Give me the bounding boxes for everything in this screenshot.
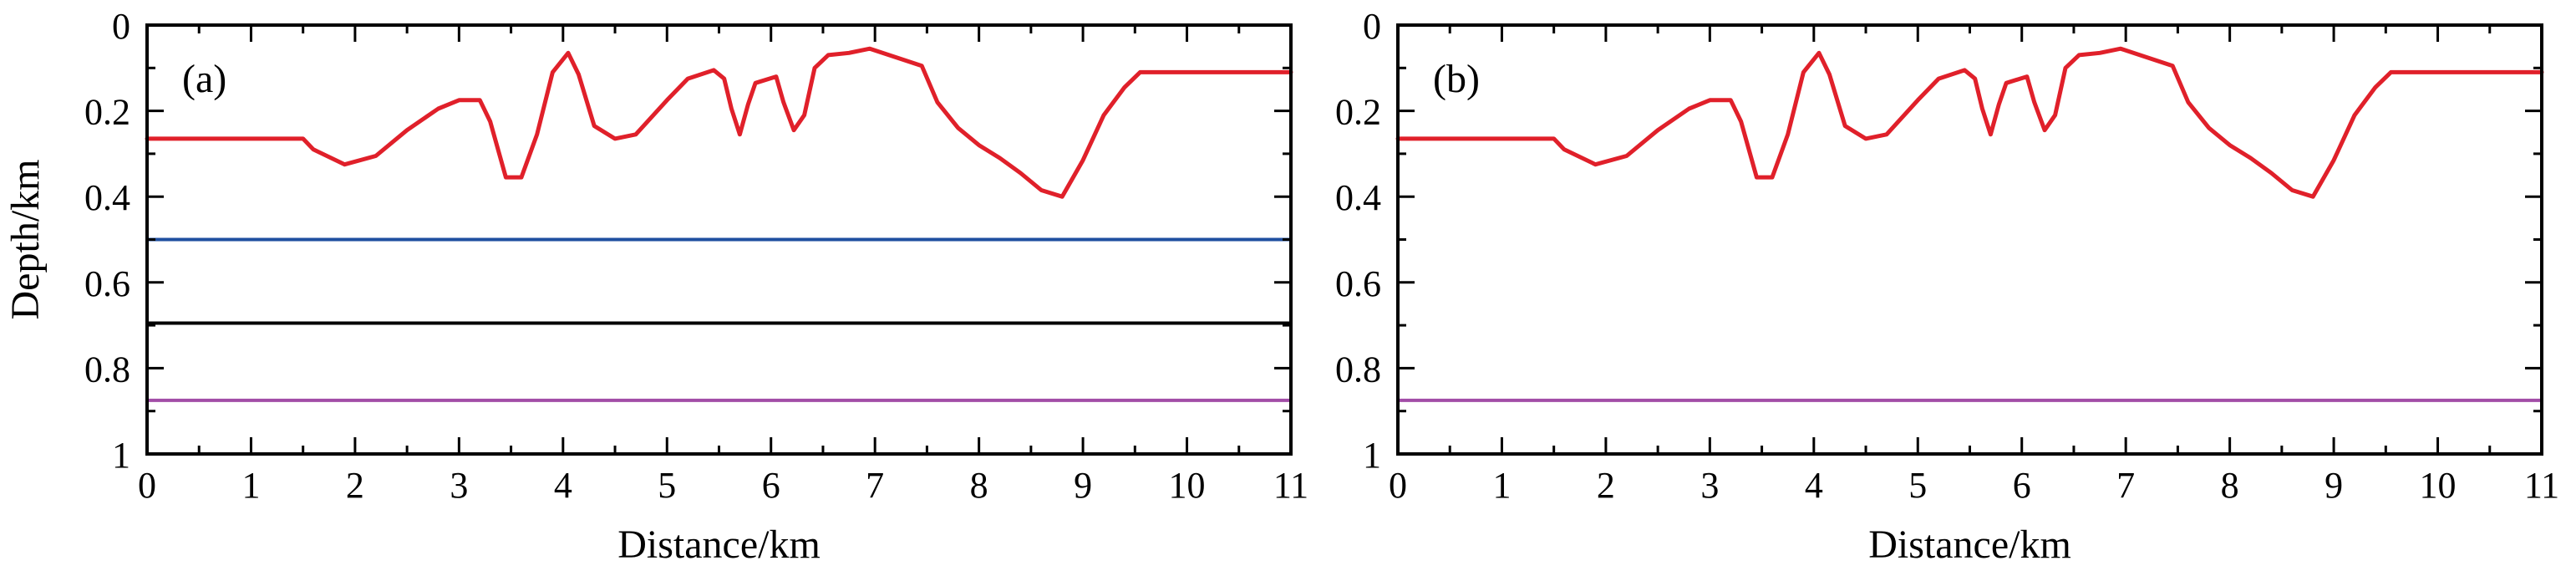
x-tick-label: 10 — [2420, 465, 2457, 506]
y-tick-label: 0.2 — [1335, 92, 1381, 133]
y-tick-label: 0 — [112, 6, 130, 47]
y-tick-label: 1 — [112, 435, 130, 476]
panel-label: (b) — [1433, 57, 1480, 101]
y-tick-label: 0.8 — [1335, 349, 1381, 390]
x-tick-label: 5 — [658, 465, 676, 506]
y-tick-label: 0.4 — [1335, 177, 1381, 218]
plot-frame — [1396, 23, 2543, 456]
x-tick-label: 11 — [1273, 465, 1308, 506]
panel-b: 0 1 2 3 4 5 6 7 8 9 10 1100.20.40.60.81(b)Distance/… — [1335, 6, 2559, 567]
x-tick-label: 1 — [1492, 465, 1511, 506]
x-tick-label: 1 — [241, 465, 260, 506]
y-tick-label: 0.6 — [1335, 263, 1381, 304]
y-tick-label: 0.8 — [84, 349, 130, 390]
y-tick-label: 1 — [1363, 435, 1381, 476]
x-tick-label: 2 — [1597, 465, 1615, 506]
series-line-0 — [145, 46, 1293, 199]
x-tick-label: 4 — [1805, 465, 1823, 506]
x-axis-label: Distance/km — [617, 523, 821, 567]
series-line-0 — [1395, 46, 2544, 199]
x-tick-label: 8 — [2221, 465, 2239, 506]
x-tick-label: 7 — [2116, 465, 2135, 506]
x-tick-label: 7 — [866, 465, 884, 506]
x-tick-label: 3 — [1700, 465, 1719, 506]
x-tick-label: 3 — [450, 465, 468, 506]
y-tick-label: 0.2 — [84, 92, 130, 133]
panel-label: (a) — [182, 57, 226, 101]
x-tick-label: 9 — [1074, 465, 1092, 506]
x-tick-label: 11 — [2524, 465, 2559, 506]
x-tick-label: 6 — [2013, 465, 2031, 506]
x-tick-label: 6 — [762, 465, 780, 506]
x-tick-label: 9 — [2324, 465, 2343, 506]
x-tick-label: 0 — [1389, 465, 1407, 506]
x-tick-label: 2 — [346, 465, 364, 506]
x-tick-label: 8 — [970, 465, 988, 506]
y-axis-label: Depth/km — [3, 160, 48, 320]
x-tick-label: 10 — [1169, 465, 1206, 506]
y-tick-label: 0.4 — [84, 177, 130, 218]
x-tick-label: 0 — [138, 465, 156, 506]
y-tick-label: 0 — [1363, 6, 1381, 47]
x-tick-label: 5 — [1908, 465, 1927, 506]
y-tick-label: 0.6 — [84, 263, 130, 304]
x-axis-label: Distance/km — [1868, 523, 2071, 567]
x-tick-label: 4 — [554, 465, 572, 506]
panel-a: 0 1 2 3 4 5 6 7 8 9 10 1100.20.40.60.81(a)Distance/… — [3, 6, 1308, 567]
